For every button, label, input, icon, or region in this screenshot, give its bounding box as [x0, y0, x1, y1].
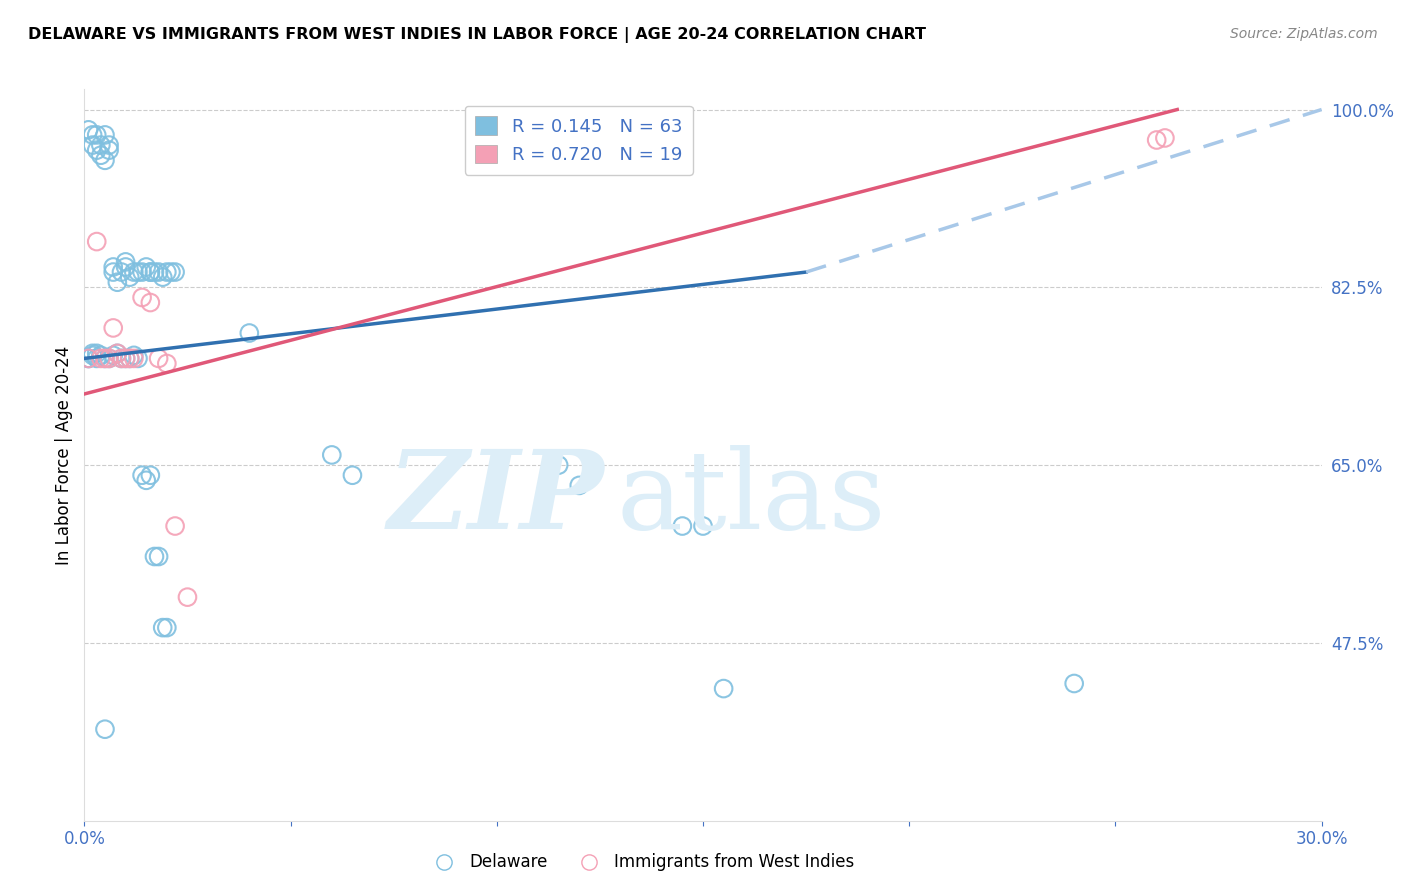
- Point: [103, 321, 125, 335]
- Point: [568, 478, 591, 492]
- Point: [77, 351, 100, 366]
- Point: [122, 348, 145, 362]
- Point: [118, 351, 141, 366]
- Point: [90, 148, 112, 162]
- Point: [94, 351, 117, 366]
- Point: [131, 290, 153, 304]
- Point: [152, 621, 174, 635]
- Text: atlas: atlas: [616, 445, 886, 552]
- Point: [82, 346, 104, 360]
- Point: [342, 468, 364, 483]
- Point: [135, 473, 157, 487]
- Point: [103, 260, 125, 274]
- Point: [1154, 131, 1177, 145]
- Point: [122, 351, 145, 366]
- Point: [148, 265, 170, 279]
- Point: [127, 351, 149, 366]
- Point: [139, 265, 162, 279]
- Point: [98, 351, 121, 366]
- Point: [77, 123, 100, 137]
- Point: [1063, 676, 1085, 690]
- Point: [139, 265, 162, 279]
- Point: [713, 681, 735, 696]
- Point: [148, 549, 170, 564]
- Point: [131, 468, 153, 483]
- Point: [77, 351, 100, 366]
- Point: [77, 351, 100, 366]
- Point: [105, 346, 128, 360]
- Point: [152, 270, 174, 285]
- Point: [143, 549, 166, 564]
- Point: [118, 270, 141, 285]
- Point: [86, 235, 108, 249]
- Point: [547, 458, 569, 472]
- Point: [86, 128, 108, 142]
- Point: [139, 468, 162, 483]
- Point: [156, 356, 179, 371]
- Point: [165, 519, 187, 533]
- Point: [114, 255, 136, 269]
- Point: [160, 265, 183, 279]
- Point: [671, 519, 693, 533]
- Point: [105, 346, 128, 360]
- Point: [90, 351, 112, 366]
- Point: [165, 265, 187, 279]
- Point: [692, 519, 714, 533]
- Point: [114, 351, 136, 366]
- Point: [98, 143, 121, 157]
- Point: [82, 138, 104, 153]
- Point: [94, 128, 117, 142]
- Text: DELAWARE VS IMMIGRANTS FROM WEST INDIES IN LABOR FORCE | AGE 20-24 CORRELATION C: DELAWARE VS IMMIGRANTS FROM WEST INDIES …: [28, 27, 927, 43]
- Point: [90, 138, 112, 153]
- Text: ZIP: ZIP: [388, 445, 605, 552]
- Point: [110, 265, 132, 279]
- Point: [114, 260, 136, 274]
- Point: [238, 326, 260, 340]
- Point: [105, 275, 128, 289]
- Point: [110, 351, 132, 366]
- Point: [82, 348, 104, 362]
- Point: [135, 260, 157, 274]
- Legend: Delaware, Immigrants from West Indies: Delaware, Immigrants from West Indies: [420, 847, 862, 878]
- Point: [86, 351, 108, 366]
- Point: [82, 128, 104, 142]
- Point: [103, 265, 125, 279]
- Point: [139, 295, 162, 310]
- Text: Source: ZipAtlas.com: Source: ZipAtlas.com: [1230, 27, 1378, 41]
- Point: [148, 351, 170, 366]
- Point: [127, 265, 149, 279]
- Point: [156, 265, 179, 279]
- Point: [86, 346, 108, 360]
- Point: [321, 448, 343, 462]
- Point: [114, 351, 136, 366]
- Point: [94, 153, 117, 168]
- Point: [94, 722, 117, 736]
- Y-axis label: In Labor Force | Age 20-24: In Labor Force | Age 20-24: [55, 345, 73, 565]
- Point: [98, 138, 121, 153]
- Point: [110, 351, 132, 366]
- Point: [94, 351, 117, 366]
- Point: [156, 621, 179, 635]
- Point: [98, 351, 121, 366]
- Point: [143, 265, 166, 279]
- Point: [122, 265, 145, 279]
- Point: [118, 351, 141, 366]
- Point: [131, 265, 153, 279]
- Point: [103, 348, 125, 362]
- Point: [86, 143, 108, 157]
- Point: [176, 590, 198, 604]
- Point: [90, 348, 112, 362]
- Point: [1146, 133, 1168, 147]
